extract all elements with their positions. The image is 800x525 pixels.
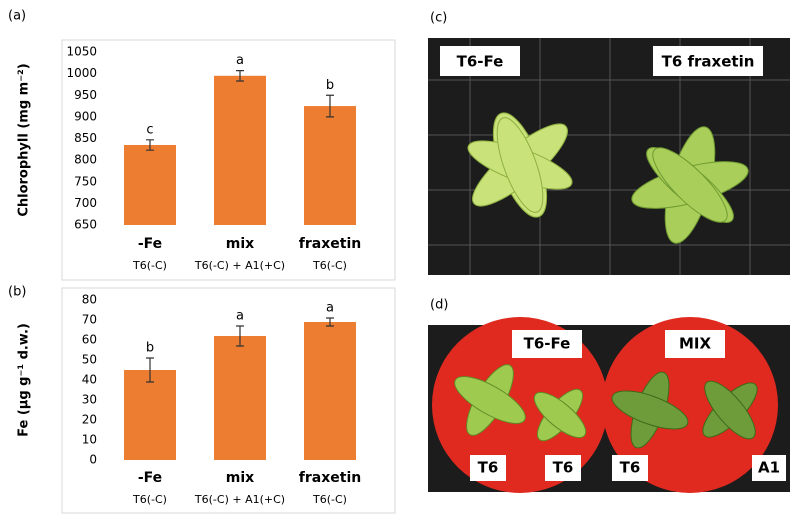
- annotation: a: [326, 301, 334, 316]
- x-tick-label: fraxetin: [299, 236, 361, 252]
- x-subtick-label: T6(-C): [132, 259, 167, 272]
- bar: [214, 336, 266, 460]
- annotation: c: [146, 122, 153, 137]
- y-tick-label: 850: [74, 131, 97, 145]
- y-tick-label: 0: [89, 453, 97, 467]
- photo-tag: A1: [758, 459, 780, 477]
- y-tick-label: 1000: [66, 66, 97, 80]
- x-tick-label: mix: [226, 236, 254, 252]
- error-bar: [326, 94, 334, 118]
- x-subtick-label: T6(-C): [132, 493, 167, 506]
- photo-tag: MIX: [679, 335, 712, 353]
- y-tick-label: 650: [74, 218, 97, 232]
- bar: [124, 144, 176, 225]
- x-subtick-label: T6(-C) + A1(+C): [194, 493, 285, 506]
- x-subtick-label: T6(-C) + A1(+C): [194, 259, 285, 272]
- panel-label: (c): [430, 11, 447, 26]
- x-tick-label: mix: [226, 470, 254, 486]
- y-tick-label: 20: [82, 413, 97, 427]
- y-tick-label: 800: [74, 153, 97, 167]
- y-tick-label: 750: [74, 174, 97, 188]
- bar: [304, 322, 356, 460]
- error-bar: [236, 69, 244, 82]
- y-tick-label: 700: [74, 196, 97, 210]
- photo-tag: T6: [478, 459, 499, 477]
- photo-tag: T6: [620, 459, 641, 477]
- annotation: a: [236, 309, 244, 324]
- photo-tag: T6-Fe: [524, 335, 571, 353]
- y-tick-label: 10: [82, 433, 97, 447]
- bar: [304, 106, 356, 225]
- chart-frame: [61, 287, 396, 514]
- y-axis-label: Fe (µg g⁻¹ d.w.): [17, 323, 32, 437]
- y-tick-label: 70: [82, 313, 97, 327]
- annotation: b: [146, 341, 154, 356]
- error-bar: [146, 357, 154, 383]
- y-tick-label: 60: [82, 333, 97, 347]
- y-tick-label: 30: [82, 393, 97, 407]
- y-tick-label: 900: [74, 109, 97, 123]
- x-tick-label: fraxetin: [299, 470, 361, 486]
- y-tick-label: 1050: [66, 45, 97, 59]
- x-subtick-label: T6(-C): [312, 259, 347, 272]
- panel-label: (b): [8, 285, 26, 300]
- y-axis-label: Chlorophyll (mg m⁻²): [17, 63, 32, 216]
- y-tick-label: 40: [82, 373, 97, 387]
- y-tick-label: 80: [82, 293, 97, 307]
- photo: [428, 38, 790, 275]
- annotation: a: [236, 53, 244, 68]
- photo-tag: T6 fraxetin: [662, 53, 755, 71]
- photo-tag: T6-Fe: [457, 53, 504, 71]
- error-bar: [146, 139, 154, 151]
- y-tick-label: 950: [74, 88, 97, 102]
- x-subtick-label: T6(-C): [312, 493, 347, 506]
- panel-label: (d): [430, 298, 448, 313]
- bar: [214, 75, 266, 225]
- photo: [428, 317, 790, 493]
- error-bar: [236, 325, 244, 347]
- chart-frame: [61, 39, 396, 281]
- x-tick-label: -Fe: [138, 470, 162, 486]
- y-tick-label: 50: [82, 353, 97, 367]
- photo-tag: T6: [553, 459, 574, 477]
- panel-label: (a): [8, 9, 26, 24]
- bar: [124, 370, 176, 460]
- error-bar: [326, 317, 334, 327]
- x-tick-label: -Fe: [138, 236, 162, 252]
- annotation: b: [326, 78, 334, 93]
